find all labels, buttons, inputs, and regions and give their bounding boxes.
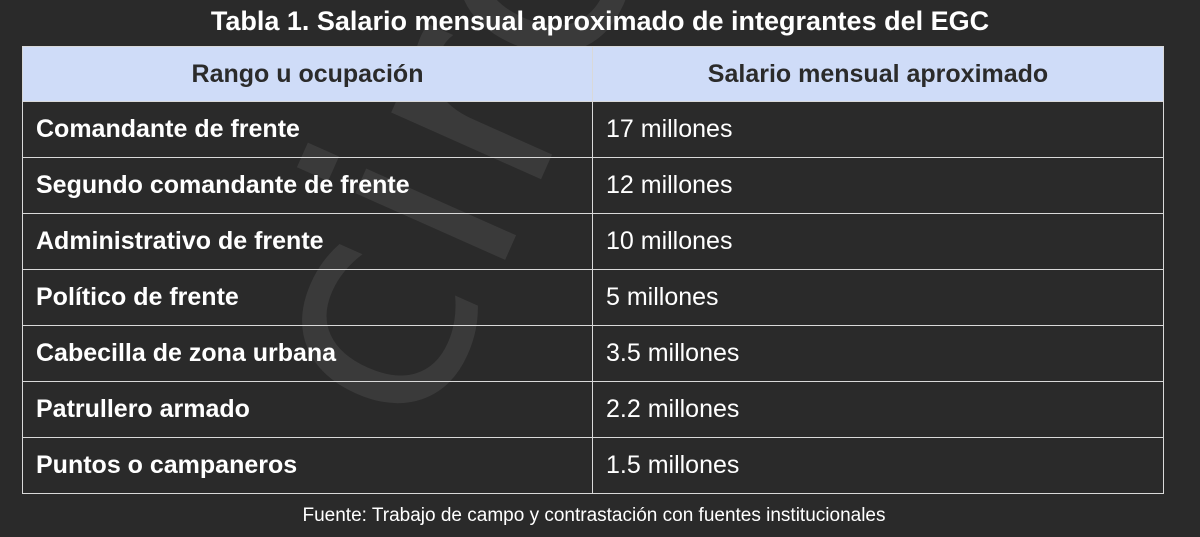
table-row: Segundo comandante de frente 12 millones: [22, 157, 1164, 214]
table-row: Administrativo de frente 10 millones: [22, 213, 1164, 270]
rank-cell: Administrativo de frente: [22, 213, 593, 270]
salary-cell: 17 millones: [592, 101, 1164, 158]
rank-cell: Segundo comandante de frente: [22, 157, 593, 214]
salary-cell: 1.5 millones: [592, 437, 1164, 494]
column-header-rank: Rango u ocupación: [22, 46, 593, 102]
rank-cell: Puntos o campaneros: [22, 437, 593, 494]
salary-cell: 3.5 millones: [592, 325, 1164, 382]
rank-cell: Patrullero armado: [22, 381, 593, 438]
table-header-row: Rango u ocupación Salario mensual aproxi…: [22, 46, 1164, 102]
table-row: Patrullero armado 2.2 millones: [22, 381, 1164, 438]
table-title: Tabla 1. Salario mensual aproximado de i…: [210, 6, 990, 36]
salary-cell: 10 millones: [592, 213, 1164, 270]
rank-cell: Comandante de frente: [22, 101, 593, 158]
rank-cell: Cabecilla de zona urbana: [22, 325, 593, 382]
salary-cell: 12 millones: [592, 157, 1164, 214]
salary-cell: 5 millones: [592, 269, 1164, 326]
table-row: Cabecilla de zona urbana 3.5 millones: [22, 325, 1164, 382]
column-header-salary: Salario mensual aproximado: [592, 46, 1164, 102]
table-row: Puntos o campaneros 1.5 millones: [22, 437, 1164, 494]
rank-cell: Político de frente: [22, 269, 593, 326]
table-row: Político de frente 5 millones: [22, 269, 1164, 326]
salary-table: Rango u ocupación Salario mensual aproxi…: [22, 46, 1164, 494]
table-row: Comandante de frente 17 millones: [22, 101, 1164, 158]
salary-cell: 2.2 millones: [592, 381, 1164, 438]
source-note: Fuente: Trabajo de campo y contrastación…: [302, 505, 886, 526]
